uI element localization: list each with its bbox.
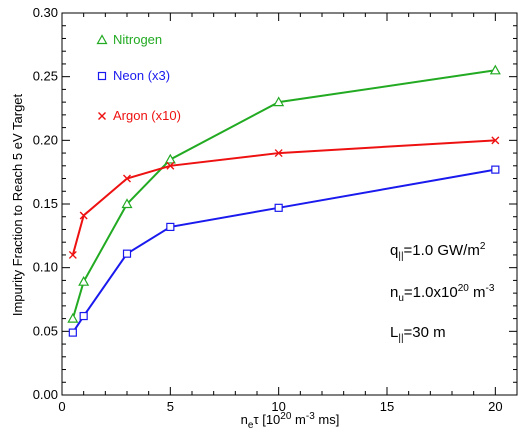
x-tick-label: 10 [271, 399, 285, 414]
data-point-argon [123, 174, 131, 183]
data-point-neon [274, 203, 283, 212]
data-point-argon [79, 211, 88, 220]
x-axis-title: neτ [1020 m-3 ms] [241, 411, 340, 428]
x-title-n: n [241, 412, 248, 427]
data-point-neon [122, 249, 132, 258]
data-point-neon [68, 328, 77, 337]
data-point-nitrogen [164, 153, 176, 164]
y-tick-label: 0.30 [33, 5, 58, 20]
legend: Nitrogen Neon (x3) Argon (x10) [96, 32, 181, 123]
y-tick-label: 0.10 [33, 260, 58, 275]
legend-item-nitrogen: Nitrogen [96, 32, 162, 47]
x-tick-label: 0 [58, 399, 65, 414]
legend-label-nitrogen: Nitrogen [113, 32, 162, 47]
legend-item-neon: Neon (x3) [97, 68, 170, 83]
x-title-close: ms] [315, 412, 340, 427]
y-tick-label: 0.20 [33, 132, 58, 147]
x-title-mid: m [291, 412, 305, 427]
y-tick-label: 0.25 [33, 69, 58, 84]
series-line-argon [71, 139, 496, 256]
legend-label-neon: Neon (x3) [113, 68, 170, 83]
series-neon [68, 165, 500, 337]
legend-marker-argon [98, 112, 106, 120]
series-layer [67, 64, 501, 337]
legend-item-argon: Argon (x10) [98, 108, 181, 123]
series-nitrogen [67, 64, 501, 323]
annotation-q-parallel: q||=1.0 GW/m2 [390, 241, 486, 262]
x-title-open: [10 [259, 412, 281, 427]
x-tick-label: 5 [167, 399, 174, 414]
data-point-nitrogen [273, 96, 285, 107]
data-point-nitrogen [121, 198, 133, 209]
data-point-argon [491, 136, 500, 145]
data-point-neon [79, 311, 88, 321]
legend-marker-neon [97, 71, 107, 81]
legend-marker-nitrogen [96, 34, 108, 45]
y-tick-label: 0.15 [33, 196, 58, 211]
data-point-argon [274, 149, 283, 158]
x-tick-label: 20 [488, 399, 502, 414]
x-tick-label: 15 [380, 399, 394, 414]
data-point-argon [68, 250, 77, 259]
annotation-n-upstream: nu=1.0x1020 m-3 [390, 283, 495, 304]
data-point-argon-stroke [79, 211, 88, 220]
data-point-nitrogen [67, 312, 79, 323]
x-title-sup1: 20 [280, 411, 292, 422]
y-tick-label: 0.00 [33, 387, 58, 402]
x-title-e: e [248, 420, 254, 428]
legend-marker-argon-stroke [98, 112, 106, 120]
data-point-argon-stroke [123, 174, 131, 183]
y-axis-title: Impurity Fraction to Reach 5 eV Target [10, 93, 25, 316]
data-point-neon [491, 165, 500, 174]
series-line-nitrogen [71, 69, 496, 319]
data-point-argon-stroke [166, 161, 175, 170]
y-tick-label: 0.05 [33, 323, 58, 338]
axis-ticks: 0 5 10 15 20 0.00 0.05 0.10 0.15 0.20 0.25 0.30 [33, 5, 517, 414]
data-point-argon-stroke [491, 136, 500, 145]
annotation-l-parallel: L||=30 m [390, 324, 446, 344]
data-point-argon-stroke [274, 149, 283, 158]
data-point-neon [166, 222, 175, 232]
data-point-nitrogen [489, 64, 501, 75]
data-point-nitrogen [78, 275, 90, 286]
x-title-sup2: -3 [306, 411, 315, 422]
legend-label-argon: Argon (x10) [113, 108, 181, 123]
data-point-argon-stroke [68, 250, 77, 259]
series-argon [68, 136, 500, 259]
data-point-argon [166, 161, 175, 170]
x-title-tau: τ [253, 412, 259, 427]
